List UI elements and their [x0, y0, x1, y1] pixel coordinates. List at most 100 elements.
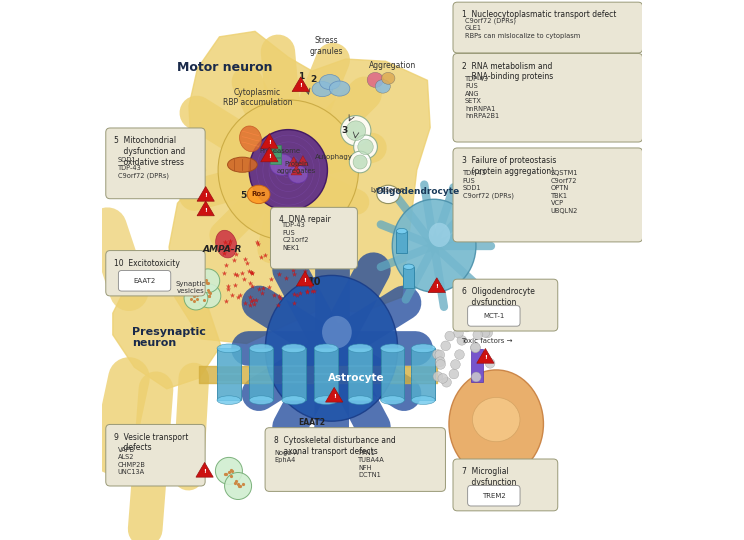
Polygon shape — [326, 387, 343, 402]
Text: Stress
granules: Stress granules — [310, 36, 343, 56]
Text: 5: 5 — [240, 191, 246, 200]
Text: !: ! — [268, 154, 271, 159]
Polygon shape — [292, 77, 310, 92]
Text: TREM2: TREM2 — [482, 492, 506, 499]
Text: SQSTM1
C9orf72
OPTN
TBK1
VCP
UBQLN2: SQSTM1 C9orf72 OPTN TBK1 VCP UBQLN2 — [551, 170, 578, 214]
Text: SOD1
TDP-43
C9orf72 (DPRs): SOD1 TDP-43 C9orf72 (DPRs) — [118, 157, 169, 179]
Circle shape — [457, 335, 466, 345]
Text: 4  DNA repair: 4 DNA repair — [279, 215, 331, 225]
Circle shape — [480, 328, 490, 338]
Text: !: ! — [435, 285, 438, 289]
Circle shape — [454, 328, 464, 338]
Circle shape — [441, 341, 451, 350]
Circle shape — [455, 350, 464, 360]
Text: !: ! — [299, 84, 302, 89]
Ellipse shape — [330, 81, 350, 96]
Text: Aggregation: Aggregation — [369, 62, 416, 70]
FancyBboxPatch shape — [453, 279, 558, 331]
Ellipse shape — [247, 185, 270, 204]
Text: Lysosome: Lysosome — [370, 187, 404, 193]
Ellipse shape — [228, 157, 257, 172]
Text: PFN1
TUBA4A
NFH
DCTN1: PFN1 TUBA4A NFH DCTN1 — [358, 450, 385, 478]
Ellipse shape — [381, 344, 405, 353]
Text: C9orf72 (DPRs)
GLE1
RBPs can mislocalize to cytoplasm: C9orf72 (DPRs) GLE1 RBPs can mislocalize… — [465, 17, 580, 39]
Ellipse shape — [411, 344, 435, 353]
Bar — [411, 348, 435, 400]
Bar — [314, 348, 338, 400]
FancyBboxPatch shape — [106, 251, 205, 296]
Ellipse shape — [249, 344, 273, 353]
Text: Proteasome: Proteasome — [260, 148, 301, 154]
Polygon shape — [296, 271, 314, 286]
Polygon shape — [197, 201, 214, 216]
FancyBboxPatch shape — [453, 2, 643, 53]
Text: !: ! — [304, 278, 307, 283]
Polygon shape — [298, 156, 308, 165]
Text: 2  RNA metabolism and
    RNA-binding proteins: 2 RNA metabolism and RNA-binding protein… — [461, 62, 553, 82]
Ellipse shape — [217, 344, 241, 353]
Ellipse shape — [249, 130, 327, 211]
Ellipse shape — [375, 80, 391, 93]
Circle shape — [485, 359, 495, 368]
Polygon shape — [196, 462, 214, 477]
Text: 6  Oligodendrocyte
    dysfunction: 6 Oligodendrocyte dysfunction — [461, 287, 534, 307]
Ellipse shape — [218, 100, 359, 240]
Circle shape — [462, 322, 472, 332]
Text: Astrocyte: Astrocyte — [327, 373, 384, 383]
Ellipse shape — [270, 154, 294, 176]
Bar — [471, 349, 483, 382]
Ellipse shape — [320, 75, 340, 90]
Circle shape — [184, 286, 208, 310]
Text: !: ! — [203, 469, 206, 474]
Text: VAPB
ALS2
CHMP2B
UNC13A: VAPB ALS2 CHMP2B UNC13A — [118, 447, 146, 475]
Text: 10: 10 — [308, 277, 321, 287]
Ellipse shape — [381, 396, 405, 404]
Circle shape — [436, 360, 446, 369]
Polygon shape — [288, 157, 299, 166]
Text: 3  Failure of proteostasis
    (protein aggregation): 3 Failure of proteostasis (protein aggre… — [461, 156, 556, 176]
FancyBboxPatch shape — [468, 306, 520, 326]
Circle shape — [216, 457, 243, 484]
Ellipse shape — [282, 344, 306, 353]
Bar — [271, 158, 281, 164]
Circle shape — [353, 155, 367, 169]
Circle shape — [350, 151, 371, 173]
Text: 5  Mitochondrial
    dysfunction and
    oxidative stress: 5 Mitochondrial dysfunction and oxidativ… — [115, 136, 186, 166]
Bar — [217, 348, 241, 400]
Bar — [271, 145, 281, 151]
Text: Nogo-A
EphA4: Nogo-A EphA4 — [275, 450, 299, 463]
Ellipse shape — [312, 82, 333, 97]
Ellipse shape — [217, 396, 241, 404]
Ellipse shape — [392, 199, 476, 292]
Bar — [381, 348, 405, 400]
Circle shape — [353, 135, 377, 159]
Bar — [397, 231, 407, 253]
Ellipse shape — [472, 397, 520, 442]
Text: 9  Vesicle transport
    defects: 9 Vesicle transport defects — [115, 433, 189, 453]
Polygon shape — [291, 165, 302, 175]
Circle shape — [433, 372, 443, 381]
Circle shape — [445, 331, 455, 341]
Text: TDP-43
FUS
ANG
SETX
hnRNPA1
hnRPA2B1: TDP-43 FUS ANG SETX hnRNPA1 hnRPA2B1 — [465, 76, 499, 119]
Ellipse shape — [429, 222, 450, 247]
Text: 10  Excitotoxicity: 10 Excitotoxicity — [115, 259, 180, 268]
Bar — [282, 348, 306, 400]
Ellipse shape — [397, 228, 407, 234]
FancyBboxPatch shape — [106, 424, 205, 486]
Polygon shape — [428, 278, 446, 293]
Ellipse shape — [377, 185, 400, 204]
Circle shape — [196, 269, 219, 293]
FancyBboxPatch shape — [271, 207, 357, 269]
Text: Oligodendrocyte: Oligodendrocyte — [376, 187, 460, 196]
Ellipse shape — [449, 370, 543, 478]
Circle shape — [225, 472, 251, 500]
Text: Autophagy: Autophagy — [315, 153, 353, 160]
Ellipse shape — [216, 230, 237, 258]
Text: 7  Microglial
    dysfunction: 7 Microglial dysfunction — [461, 467, 516, 487]
Text: Protein
aggregates: Protein aggregates — [277, 161, 316, 174]
Ellipse shape — [288, 166, 308, 183]
Text: Ros: Ros — [251, 191, 266, 198]
Circle shape — [473, 330, 483, 340]
Ellipse shape — [282, 396, 306, 404]
Circle shape — [442, 377, 452, 387]
